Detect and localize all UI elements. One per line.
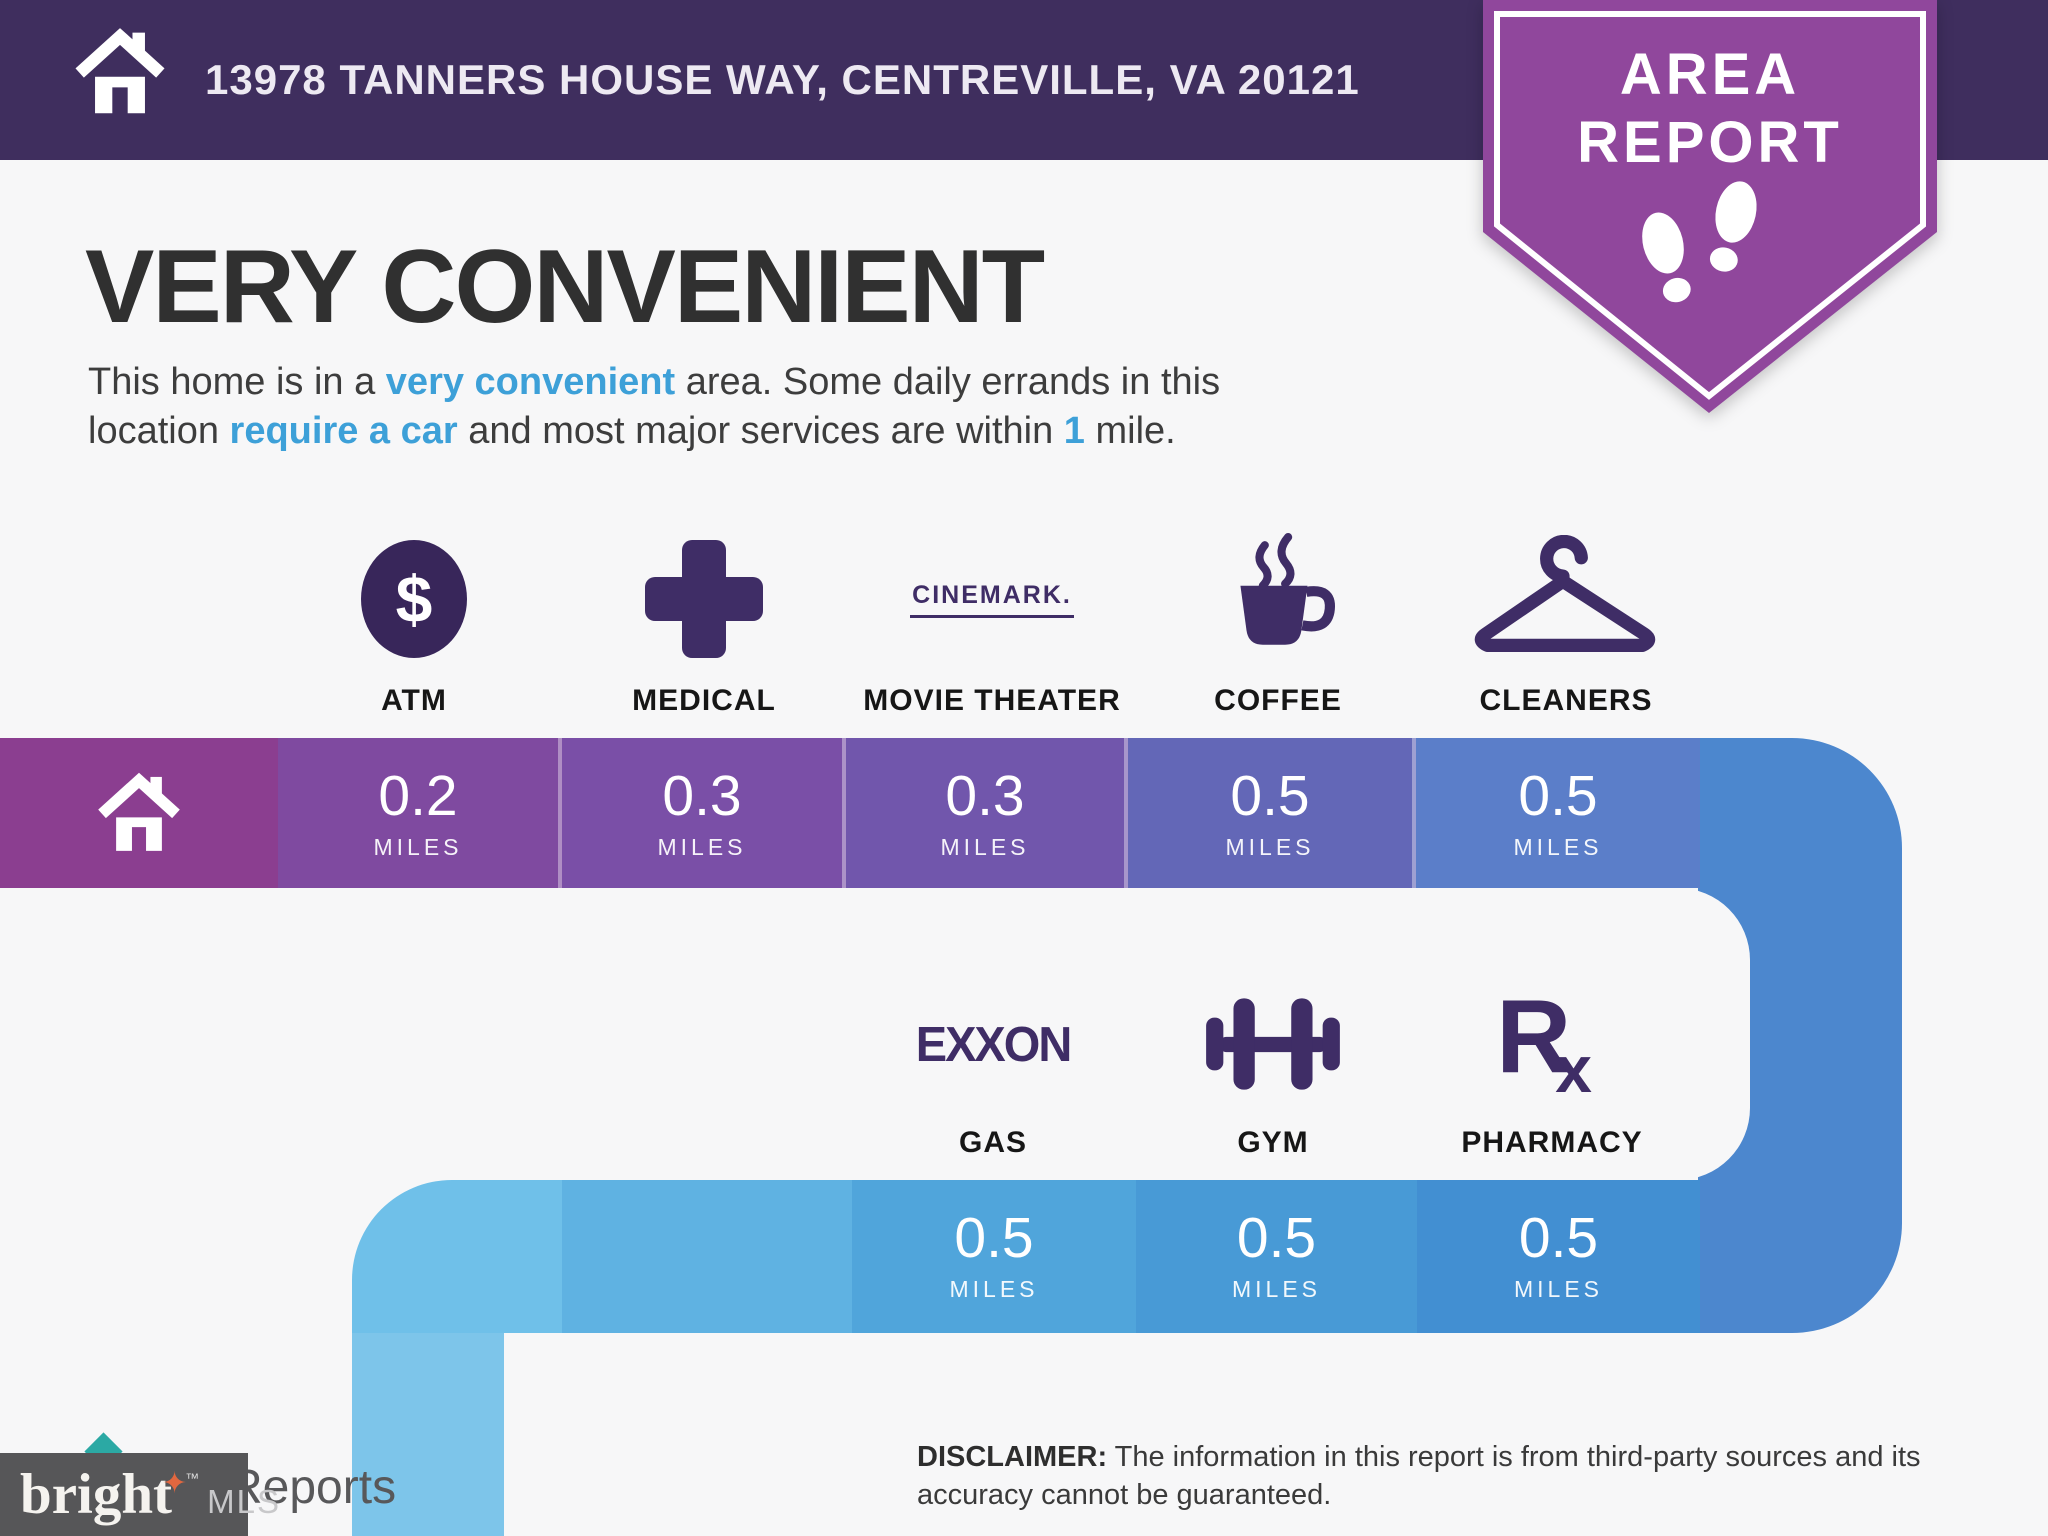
- star-icon: ✦: [162, 1467, 188, 1500]
- home-icon: [75, 28, 165, 114]
- distance-unit: MILES: [1513, 1276, 1604, 1302]
- amenity-medical: MEDICAL: [604, 528, 804, 718]
- amenity-atm: $ ATM: [314, 528, 514, 718]
- amenity-movie-theater: CINEMARK. MOVIE THEATER: [863, 528, 1119, 718]
- distance-value: 0.5: [1230, 764, 1310, 828]
- distance-unit: MILES: [1513, 834, 1603, 860]
- desc-text: and most major services are within: [457, 410, 1064, 452]
- coffee-cup-icon: [1240, 533, 1335, 645]
- desc-text: mile.: [1084, 410, 1176, 452]
- desc-highlight-mile: 1: [1063, 410, 1085, 452]
- amenity-cleaners: CLEANERS: [1456, 528, 1676, 718]
- amenity-label: MEDICAL: [632, 684, 776, 717]
- distance-unit: MILES: [949, 1276, 1039, 1302]
- distance-cell-gym: 0.5 MILES: [1136, 1180, 1417, 1333]
- rx-symbol: Rx: [1496, 979, 1592, 1106]
- distance-cell-atm: 0.2 MILES: [278, 738, 562, 888]
- desc-text: This home is in a: [88, 361, 386, 403]
- trademark-symbol: ™: [185, 1470, 200, 1486]
- distance-value: 0.5: [1236, 1206, 1317, 1270]
- distance-value: 0.5: [1518, 1206, 1599, 1270]
- desc-text: area. Some daily errands in this: [675, 361, 1221, 403]
- distance-value: 0.3: [662, 764, 742, 828]
- distance-unit: MILES: [940, 834, 1030, 860]
- distance-cell-movie-theater: 0.3 MILES: [846, 738, 1128, 888]
- distance-cell-cleaners: 0.5 MILES: [1416, 738, 1700, 888]
- distance-value: 0.2: [378, 764, 458, 828]
- desc-text: location: [88, 410, 230, 452]
- amenity-label: MOVIE THEATER: [863, 684, 1121, 717]
- amenity-label: GAS: [958, 1126, 1027, 1159]
- badge-ribbon: [1483, 0, 1937, 413]
- amenity-gym: GYM: [1173, 975, 1373, 1160]
- amenity-label: CLEANERS: [1479, 684, 1653, 717]
- amenity-pharmacy: Rx PHARMACY: [1442, 962, 1662, 1160]
- mls-wordmark: MLS: [207, 1483, 282, 1520]
- medical-cross-icon: [645, 540, 763, 658]
- property-address: 13978 TANNERS HOUSE WAY, CENTREVILLE, VA…: [205, 56, 1360, 103]
- disclaimer-label: DISCLAIMER:: [917, 1441, 1108, 1473]
- path-inner-notch: [0, 888, 1750, 1180]
- footprints-icon: [1642, 181, 1757, 303]
- dumbbell-icon: [1206, 997, 1340, 1090]
- disclaimer-text: accuracy cannot be guaranteed.: [917, 1479, 1332, 1511]
- exxon-logo: EXXON: [915, 1015, 1073, 1072]
- page-title: VERY CONVENIENT: [85, 229, 1045, 345]
- disclaimer-text: The information in this report is from t…: [1107, 1441, 1921, 1473]
- area-report-badge: AREA REPORT: [1483, 0, 1937, 413]
- desc-highlight-car: require a car: [229, 410, 458, 452]
- path-bottom-white: [504, 1333, 2048, 1536]
- distance-unit: MILES: [1231, 1276, 1322, 1302]
- distance-unit: MILES: [373, 834, 463, 860]
- hanger-icon: [1474, 535, 1656, 652]
- path-left-column: [352, 1333, 504, 1536]
- distance-value: 0.3: [945, 764, 1025, 828]
- bar2-corner-cell: [352, 1180, 562, 1333]
- badge-line2: REPORT: [1577, 110, 1843, 175]
- distance-unit: MILES: [1225, 834, 1315, 860]
- bright-mls-logo: bright ✦ ™ MLS: [0, 1453, 279, 1536]
- amenity-coffee: COFFEE: [1178, 528, 1378, 718]
- home-icon: [98, 772, 180, 851]
- distance-value: 0.5: [954, 1206, 1034, 1270]
- desc-highlight-convenient: very convenient: [385, 361, 676, 403]
- amenity-label: COFFEE: [1214, 684, 1342, 717]
- amenity-label: GYM: [1237, 1126, 1309, 1159]
- badge-inner-border: [1494, 11, 1926, 400]
- distance-value: 0.5: [1518, 764, 1598, 828]
- distance-cell-coffee: 0.5 MILES: [1128, 738, 1416, 888]
- bar1-home-cell: [0, 738, 282, 888]
- distance-unit: MILES: [657, 834, 747, 860]
- distance-cell-medical: 0.3 MILES: [562, 738, 846, 888]
- amenity-label: ATM: [381, 684, 447, 717]
- bright-wordmark: bright: [20, 1463, 173, 1526]
- dollar-circle-icon: $: [361, 540, 467, 658]
- badge-line1: AREA: [1620, 42, 1800, 107]
- area-description: This home is in a very convenient area. …: [88, 358, 1488, 456]
- distance-cell-gas: 0.5 MILES: [852, 1180, 1136, 1333]
- cinemark-logo: CINEMARK.: [910, 581, 1074, 618]
- amenity-label: PHARMACY: [1461, 1126, 1643, 1159]
- reports-wordmark: Reports: [228, 1461, 397, 1514]
- disclaimer: DISCLAIMER: The information in this repo…: [917, 1438, 2027, 1514]
- distance-cell-pharmacy: 0.5 MILES: [1417, 1180, 1700, 1333]
- bar2-empty-cell: [562, 1180, 852, 1333]
- amenity-gas: EXXON GAS: [893, 975, 1093, 1160]
